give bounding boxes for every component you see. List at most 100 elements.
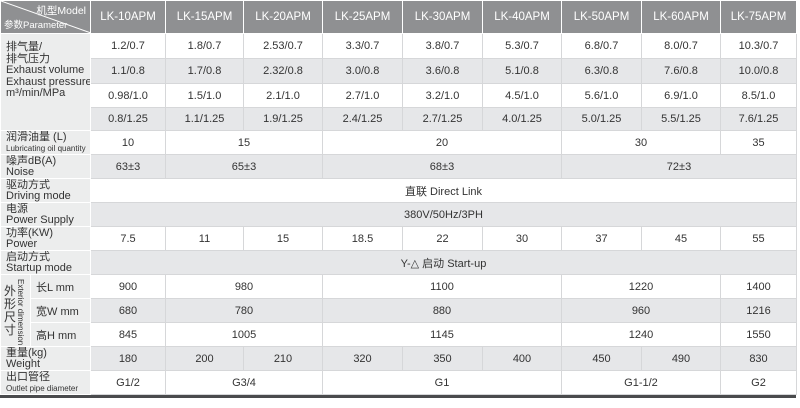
table-cell: 2.7/1.0 (322, 83, 403, 108)
row-label-cn: 驱动方式 (6, 178, 50, 191)
row-label-cn: 重量(kg) (6, 346, 47, 359)
table-cell: G1-1/2 (561, 370, 721, 395)
table-cell: 400 (482, 346, 562, 371)
table-cell: 1550 (720, 322, 797, 347)
spec-table: 机型Model 参数Parameter LK-10APM LK-15APM LK-2… (0, 0, 797, 395)
table-row: 电源 Power Supply 380V/50Hz/3PH (0, 202, 797, 227)
table-cell: 1.7/0.8 (165, 58, 244, 84)
row-label-en: Power (6, 237, 38, 250)
row-label: 驱动方式 Driving mode (0, 178, 91, 203)
table-cell: 1100 (322, 274, 562, 299)
table-cell: 55 (720, 226, 797, 251)
table-cell: 6.9/1.0 (641, 83, 721, 108)
table-cell: 0.98/1.0 (90, 83, 166, 108)
table-cell: 15 (165, 130, 323, 155)
table-cell: 3.3/0.7 (322, 33, 403, 59)
table-row: 0.8/1.25 1.1/1.25 1.9/1.25 2.4/1.25 2.7/1.25… (1, 107, 797, 131)
table-cell: 35 (720, 130, 797, 155)
label-line: 排气量/ (6, 41, 43, 53)
table-row: 启动方式 Startup mode Y-△ 启动 Start-up (0, 250, 797, 275)
table-cell: G2 (720, 370, 797, 395)
table-cell: 2.1/1.0 (243, 83, 323, 108)
table-cell: 200 (165, 346, 244, 371)
model-label: 机型Model (36, 5, 86, 17)
model-header: LK-10APM (90, 0, 166, 34)
table-cell: 1.1/1.25 (165, 107, 244, 131)
row-label-cn: 润滑油量 (L) (6, 130, 67, 143)
table-cell: 10.3/0.7 (720, 33, 797, 59)
table-cell: 68±3 (322, 154, 562, 179)
table-row: 润滑油量 (L) Lubricating oil quantity 10 15 20 30… (0, 130, 797, 155)
table-cell: 7.6/1.25 (720, 107, 797, 131)
model-header: LK-25APM (322, 0, 403, 34)
table-cell: 350 (402, 346, 483, 371)
row-label-en: Driving mode (6, 189, 71, 202)
table-cell: 980 (165, 274, 323, 299)
table-cell: 10 (90, 130, 166, 155)
table-cell: 45 (641, 226, 721, 251)
model-header: LK-60APM (641, 0, 721, 34)
table-cell: 11 (165, 226, 244, 251)
table-cell: 4.0/1.25 (482, 107, 562, 131)
dimension-sub-label: 宽W mm (30, 298, 91, 323)
dimension-label: 外形尺寸 Exterior dimension (0, 274, 31, 347)
table-cell: 210 (243, 346, 323, 371)
table-cell: 7.5 (90, 226, 166, 251)
dimension-sub-label: 高H mm (30, 322, 91, 347)
row-label: 噪声dB(A) Noise (0, 154, 91, 179)
table-cell: 3.6/0.8 (402, 58, 483, 84)
label-line: Exhaust volume (6, 64, 85, 76)
model-header: LK-75APM (720, 0, 797, 34)
model-header: LK-30APM (402, 0, 483, 34)
table-row: 宽W mm 680 780 880 960 1216 (1, 298, 797, 323)
table-row: 0.98/1.0 1.5/1.0 2.1/1.0 2.7/1.0 3.2/1.0 4.5/… (1, 83, 797, 108)
table-cell: 22 (402, 226, 483, 251)
table-cell: 2.53/0.7 (243, 33, 323, 59)
table-row: 重量(kg) Weight 180 200 210 320 350 400 450 490 830 (0, 346, 797, 371)
table-cell: 1400 (720, 274, 797, 299)
row-label-en: Lubricating oil quantity (6, 143, 86, 153)
model-header: LK-40APM (482, 0, 562, 34)
table-row: 出口管径 Outlet pipe diameter G1/2 G3/4 G1 G1-1/2… (0, 370, 797, 395)
table-cell: 900 (90, 274, 166, 299)
header-row: 机型Model 参数Parameter LK-10APM LK-15APM LK-2… (0, 0, 797, 34)
table-cell: G1 (322, 370, 562, 395)
table-cell: 8.0/0.7 (641, 33, 721, 59)
table-cell: 880 (322, 298, 562, 323)
table-cell: 1.8/0.7 (165, 33, 244, 59)
table-cell: 65±3 (165, 154, 323, 179)
row-label: 出口管径 Outlet pipe diameter (0, 370, 91, 395)
table-cell: 3.8/0.7 (402, 33, 483, 59)
table-cell: 6.8/0.7 (561, 33, 642, 59)
table-cell: 1145 (322, 322, 562, 347)
table-cell: 63±3 (90, 154, 166, 179)
table-cell: 780 (165, 298, 323, 323)
table-cell: 37 (561, 226, 642, 251)
dimension-label-cn: 外形尺寸 (4, 284, 17, 337)
table-cell: G1/2 (90, 370, 166, 395)
table-cell: 490 (641, 346, 721, 371)
diagonal-line (1, 1, 90, 33)
label-line: Exhaust pressure (6, 75, 91, 88)
dimension-label-en: Exterior dimension (16, 279, 25, 346)
table-cell: 1.1/0.8 (90, 58, 166, 84)
table-cell: G3/4 (165, 370, 323, 395)
table-row: 噪声dB(A) Noise 63±3 65±3 68±3 72±3 (0, 154, 797, 179)
table-cell: 5.0/1.25 (561, 107, 642, 131)
table-cell: 3.0/0.8 (322, 58, 403, 84)
table-cell: 6.3/0.8 (561, 58, 642, 84)
table-cell: 直联 Direct Link (90, 178, 797, 203)
table-cell: 1216 (720, 298, 797, 323)
table-cell: 30 (482, 226, 562, 251)
row-label: 功率(KW) Power (0, 226, 91, 251)
row-label-cn: 功率(KW) (6, 226, 54, 239)
row-label-en: Startup mode (6, 261, 73, 274)
table-cell: 1.5/1.0 (165, 83, 244, 108)
table-cell: 320 (322, 346, 403, 371)
table-cell: 72±3 (561, 154, 797, 179)
table-cell: 7.6/0.8 (641, 58, 721, 84)
table-cell: 0.8/1.25 (90, 107, 166, 131)
table-cell: 180 (90, 346, 166, 371)
row-label: 润滑油量 (L) Lubricating oil quantity (0, 130, 91, 155)
row-label: 电源 Power Supply (0, 202, 91, 227)
